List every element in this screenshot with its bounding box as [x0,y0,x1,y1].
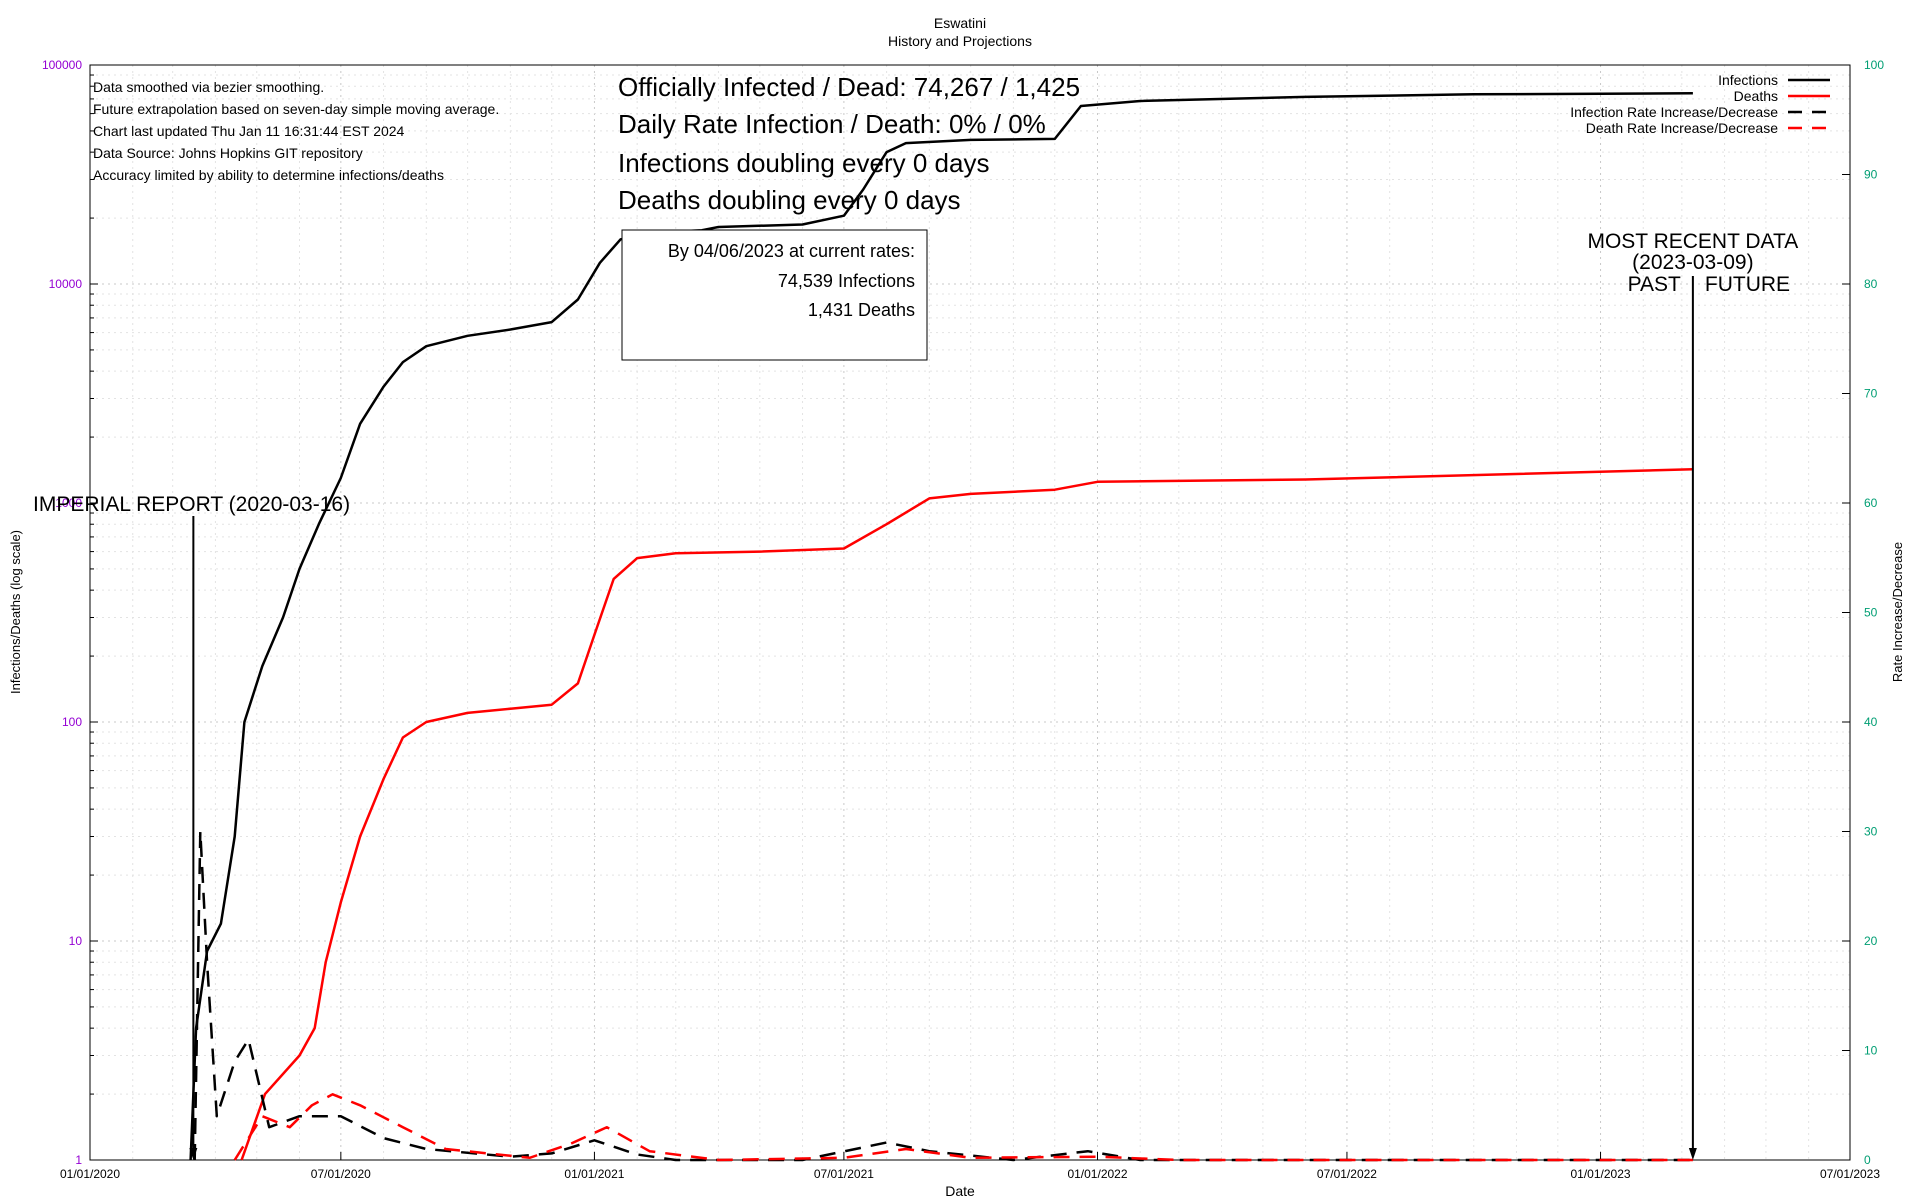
legend-label-death-rate: Death Rate Increase/Decrease [1586,120,1778,136]
y2-tick-label: 70 [1864,387,1878,401]
y-tick-label: 1 [75,1153,82,1167]
imperial-report-label: IMPERIAL REPORT (2020-03-16) [33,493,350,516]
x-tick-label: 07/01/2021 [814,1167,874,1181]
note-line: Data smoothed via bezier smoothing. [93,79,324,95]
legend-label-infections: Infections [1718,72,1778,88]
x-axis-ticks: 01/01/2020 07/01/2020 01/01/2021 07/01/2021… [60,1152,1880,1181]
projection-box: By 04/06/2023 at current rates: 74,539 I… [621,229,928,361]
y-tick-label: 10000 [49,277,83,291]
x-tick-label: 01/01/2023 [1571,1167,1631,1181]
x-tick-label: 01/01/2021 [564,1167,624,1181]
headline-daily-rate: Daily Rate Infection / Death: 0% / 0% [618,109,1046,139]
headline-block: Officially Infected / Dead: 74,267 / 1,4… [618,72,1080,215]
x-tick-label: 07/01/2023 [1820,1167,1880,1181]
plot-frame [89,64,1851,1161]
y2-tick-label: 80 [1864,277,1878,291]
series-layer [189,92,1693,1162]
y2-tick-label: 60 [1864,496,1878,510]
series-line-infections [189,92,1693,1161]
note-line: Future extrapolation based on seven-day … [93,101,499,117]
headline-infected-dead: Officially Infected / Dead: 74,267 / 1,4… [618,72,1080,102]
x-tick-label: 01/01/2022 [1067,1167,1127,1181]
y2-tick-label: 40 [1864,715,1878,729]
y-axis-ticks: 1 10 100 1000 10000 100000 [42,58,98,1167]
y-tick-label: 100000 [42,58,82,72]
y2-tick-label: 100 [1864,58,1884,72]
y-tick-label: 100 [62,715,82,729]
series-line-infection-rate-increase-decrease [193,830,1693,1162]
y2-axis-label: Rate Increase/Decrease [1890,542,1905,682]
imperial-report-marker: IMPERIAL REPORT (2020-03-16) [33,493,350,1160]
x-tick-label: 07/01/2020 [311,1167,371,1181]
x-tick-label: 07/01/2022 [1317,1167,1377,1181]
x-tick-label: 01/01/2020 [60,1167,120,1181]
imperial-report-arrow-head [189,1148,198,1160]
y2-tick-label: 0 [1864,1153,1871,1167]
grid-lines [90,65,1850,1160]
chart-title: Eswatini [934,15,986,31]
y-tick-label: 1000 [55,496,82,510]
past-label: PAST [1628,273,1681,296]
y2-axis-ticks: 0 10 20 30 40 50 60 70 80 90 100 [1842,58,1884,1167]
most-recent-arrow-head [1688,1148,1697,1160]
most-recent-marker: MOST RECENT DATA (2023-03-09) PAST FUTUR… [1587,230,1798,1160]
y2-tick-label: 30 [1864,825,1878,839]
projection-box-frame [621,229,928,361]
headline-infections-doubling: Infections doubling every 0 days [618,148,989,178]
y2-tick-label: 90 [1864,168,1878,182]
chart-subtitle: History and Projections [888,33,1032,49]
y-axis-label: Infections/Deaths (log scale) [8,530,23,694]
legend: Infections Deaths Infection Rate Increas… [1570,72,1830,136]
legend-label-infection-rate: Infection Rate Increase/Decrease [1570,104,1778,120]
most-recent-date: (2023-03-09) [1632,251,1753,274]
y2-tick-label: 10 [1864,1044,1878,1058]
projection-line-3: 1,431 Deaths [808,300,915,320]
most-recent-label: MOST RECENT DATA [1587,230,1798,253]
future-label: FUTURE [1705,273,1790,296]
y2-tick-label: 50 [1864,606,1878,620]
note-line: Accuracy limited by ability to determine… [93,167,444,183]
y-tick-label: 10 [69,934,83,948]
series-line-deaths [240,468,1693,1161]
y2-tick-label: 20 [1864,934,1878,948]
x-axis-label: Date [945,1183,975,1199]
projection-line-1: By 04/06/2023 at current rates: [668,241,915,261]
notes-block: Data smoothed via bezier smoothing. Futu… [93,79,499,183]
legend-label-deaths: Deaths [1734,88,1778,104]
note-line: Chart last updated Thu Jan 11 16:31:44 E… [93,123,405,139]
headline-deaths-doubling: Deaths doubling every 0 days [618,185,961,215]
projection-line-2: 74,539 Infections [778,271,915,291]
series-line-death-rate-increase-decrease [233,1093,1693,1162]
note-line: Data Source: Johns Hopkins GIT repositor… [93,145,363,161]
